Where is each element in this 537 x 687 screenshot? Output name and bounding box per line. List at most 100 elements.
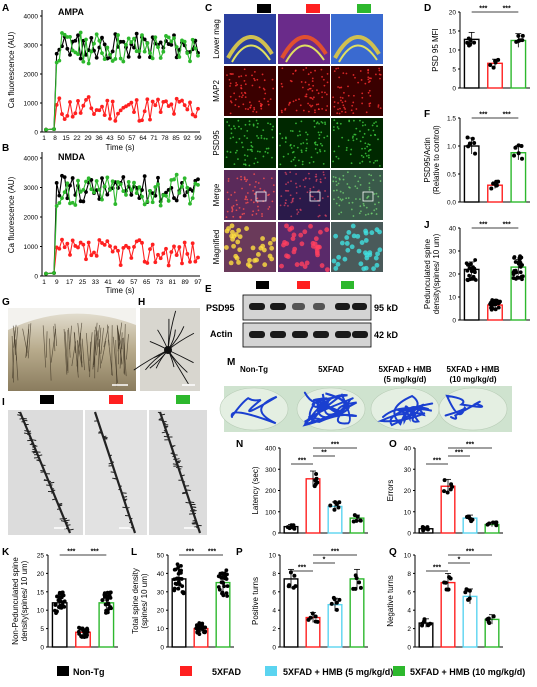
signal-speck	[252, 201, 255, 204]
signal-speck	[284, 108, 286, 111]
signal-speck	[229, 223, 235, 229]
data-point	[315, 619, 320, 624]
group-name: 5XFAD	[318, 365, 344, 374]
spine	[36, 459, 41, 462]
signal-speck	[226, 210, 229, 213]
series-hmb10-point	[86, 61, 91, 66]
signal-speck	[337, 67, 340, 70]
data-point	[292, 573, 297, 578]
signal-speck	[360, 210, 362, 213]
signal-speck	[260, 137, 263, 139]
magnify-box	[309, 191, 321, 202]
signal-speck	[297, 211, 300, 214]
signal-speck	[352, 139, 355, 142]
data-point	[487, 620, 492, 625]
neuron-streaks	[11, 322, 129, 387]
series-5xfad-point	[81, 103, 86, 108]
neuron-streak	[112, 336, 118, 384]
neuron-streak	[100, 341, 107, 364]
spine	[192, 509, 197, 512]
data-point	[521, 274, 525, 279]
significance-label: ***	[186, 549, 194, 556]
signal-speck	[257, 205, 259, 208]
y-tick-label: 40	[449, 226, 457, 233]
signal-speck	[359, 183, 362, 186]
signal-speck	[256, 252, 261, 257]
series-hmb10-point	[54, 60, 59, 65]
signal-speck	[281, 137, 284, 140]
series-5xfad-point	[62, 245, 67, 250]
series-5xfad-point	[118, 108, 123, 113]
data-point	[472, 40, 477, 45]
signal-speck	[344, 111, 347, 114]
data-point	[332, 507, 337, 512]
signal-speck	[371, 266, 376, 272]
signal-speck	[241, 96, 243, 99]
series-5xfad-point	[180, 261, 184, 266]
magnify-box	[362, 191, 374, 202]
signal-speck	[315, 244, 321, 250]
series-nontg-point	[81, 199, 86, 204]
data-point	[194, 626, 199, 631]
signal-speck	[267, 208, 270, 210]
signal-speck	[295, 122, 297, 125]
series-hmb10-point	[116, 180, 120, 184]
signal-speck	[312, 161, 315, 163]
signal-speck	[348, 119, 351, 122]
neuron-drawing	[133, 310, 195, 385]
spine	[193, 520, 197, 523]
signal-speck	[372, 129, 375, 132]
series-hmb10-point	[105, 175, 110, 180]
signal-speck	[246, 137, 249, 140]
y-tick-label: 2	[407, 626, 411, 633]
signal-speck	[305, 67, 308, 69]
series-hmb10-point	[81, 59, 86, 64]
signal-speck	[359, 119, 361, 122]
series-hmb10-point	[153, 185, 158, 189]
signal-speck	[337, 157, 340, 160]
series-hmb10-point	[108, 187, 112, 192]
spine	[58, 502, 63, 505]
signal-speck	[350, 148, 353, 151]
series-hmb10-point	[89, 49, 94, 54]
signal-speck	[322, 171, 325, 174]
series-5xfad-point	[142, 109, 147, 114]
data-point	[220, 592, 225, 597]
series-hmb10-point	[185, 185, 190, 190]
neuron-streak	[119, 332, 123, 369]
y-tick-label: 3000	[24, 43, 39, 50]
signal-speck	[343, 106, 346, 109]
signal-speck	[324, 123, 327, 125]
signal-speck	[321, 121, 324, 124]
x-tick-label: 49	[117, 279, 125, 286]
y-tick-label: 20	[37, 571, 45, 578]
signal-speck	[364, 213, 367, 216]
data-point	[516, 260, 520, 265]
y-tick-label: 40	[157, 571, 165, 578]
signal-speck	[226, 121, 229, 123]
blot-bands	[249, 303, 368, 338]
panel-letter: D	[424, 3, 431, 14]
series-5xfad-point	[190, 241, 195, 246]
signal-speck	[260, 134, 263, 137]
signal-speck	[377, 229, 382, 235]
spine	[193, 512, 197, 515]
signal-speck	[346, 183, 349, 185]
signal-speck	[240, 175, 242, 178]
signal-speck	[306, 133, 309, 136]
signal-speck	[230, 229, 235, 235]
neuron-streak	[49, 338, 52, 381]
signal-speck	[311, 195, 314, 198]
signal-speck	[279, 144, 281, 147]
micrograph-tile	[331, 118, 383, 168]
signal-speck	[299, 241, 305, 247]
series-5xfad-point	[73, 111, 78, 116]
series-5xfad-point	[156, 97, 160, 102]
signal-speck	[290, 80, 293, 83]
signal-speck	[236, 83, 239, 86]
x-tick-label: 97	[194, 279, 202, 286]
data-point	[445, 490, 450, 495]
series-5xfad-point	[193, 114, 198, 119]
series-5xfad-point	[182, 240, 187, 245]
